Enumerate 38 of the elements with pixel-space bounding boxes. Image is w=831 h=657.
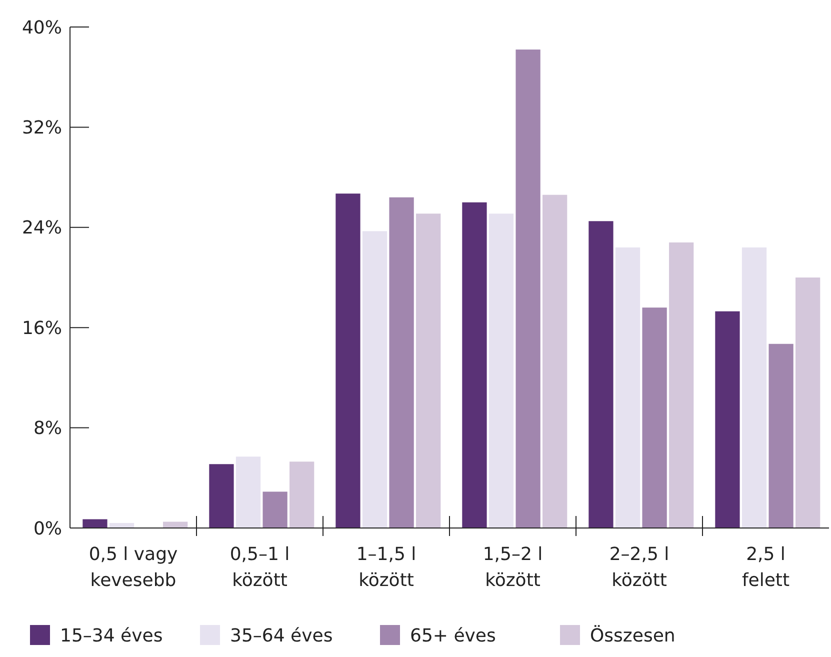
- bar: [588, 221, 614, 528]
- bar: [462, 202, 487, 528]
- x-tick-label: 2–2,5 l között: [609, 544, 670, 591]
- y-tick-label: 16%: [22, 318, 62, 339]
- bar: [742, 247, 767, 528]
- y-tick-label: 24%: [22, 218, 62, 239]
- bar: [516, 50, 540, 528]
- legend-label: 35–64 éves: [230, 625, 333, 646]
- bar: [163, 522, 188, 528]
- bar: [236, 456, 261, 528]
- bar: [715, 311, 740, 528]
- y-tick-label: 0%: [33, 518, 62, 540]
- bar: [336, 194, 360, 528]
- y-tick-label: 8%: [33, 418, 62, 440]
- legend-label: 15–34 éves: [60, 625, 163, 646]
- bar: [82, 519, 108, 528]
- x-tick-label: 1–1,5 l között: [356, 544, 416, 591]
- bar: [362, 231, 388, 528]
- bar: [669, 242, 694, 528]
- x-tick-label: 0,5 l vagy kevesebb: [88, 544, 178, 591]
- bar: [542, 194, 568, 528]
- y-tick-label: 40%: [22, 17, 62, 38]
- x-tick-label: 1,5–2 l között: [482, 544, 543, 591]
- bar: [262, 492, 288, 528]
- legend-label: 65+ éves: [410, 625, 496, 646]
- bar: [488, 214, 514, 528]
- bar: [615, 247, 640, 528]
- bar: [768, 344, 794, 528]
- bar: [642, 308, 667, 528]
- x-tick-label: 2,5 l felett: [742, 544, 790, 591]
- y-tick-label: 32%: [22, 118, 62, 138]
- bar: [416, 214, 441, 528]
- x-tick-label: 0,5–1 l között: [230, 544, 290, 591]
- bar: [796, 278, 820, 528]
- bar: [290, 462, 314, 528]
- legend-label: Összesen: [590, 624, 676, 646]
- bar: [389, 197, 414, 528]
- bar: [209, 464, 234, 528]
